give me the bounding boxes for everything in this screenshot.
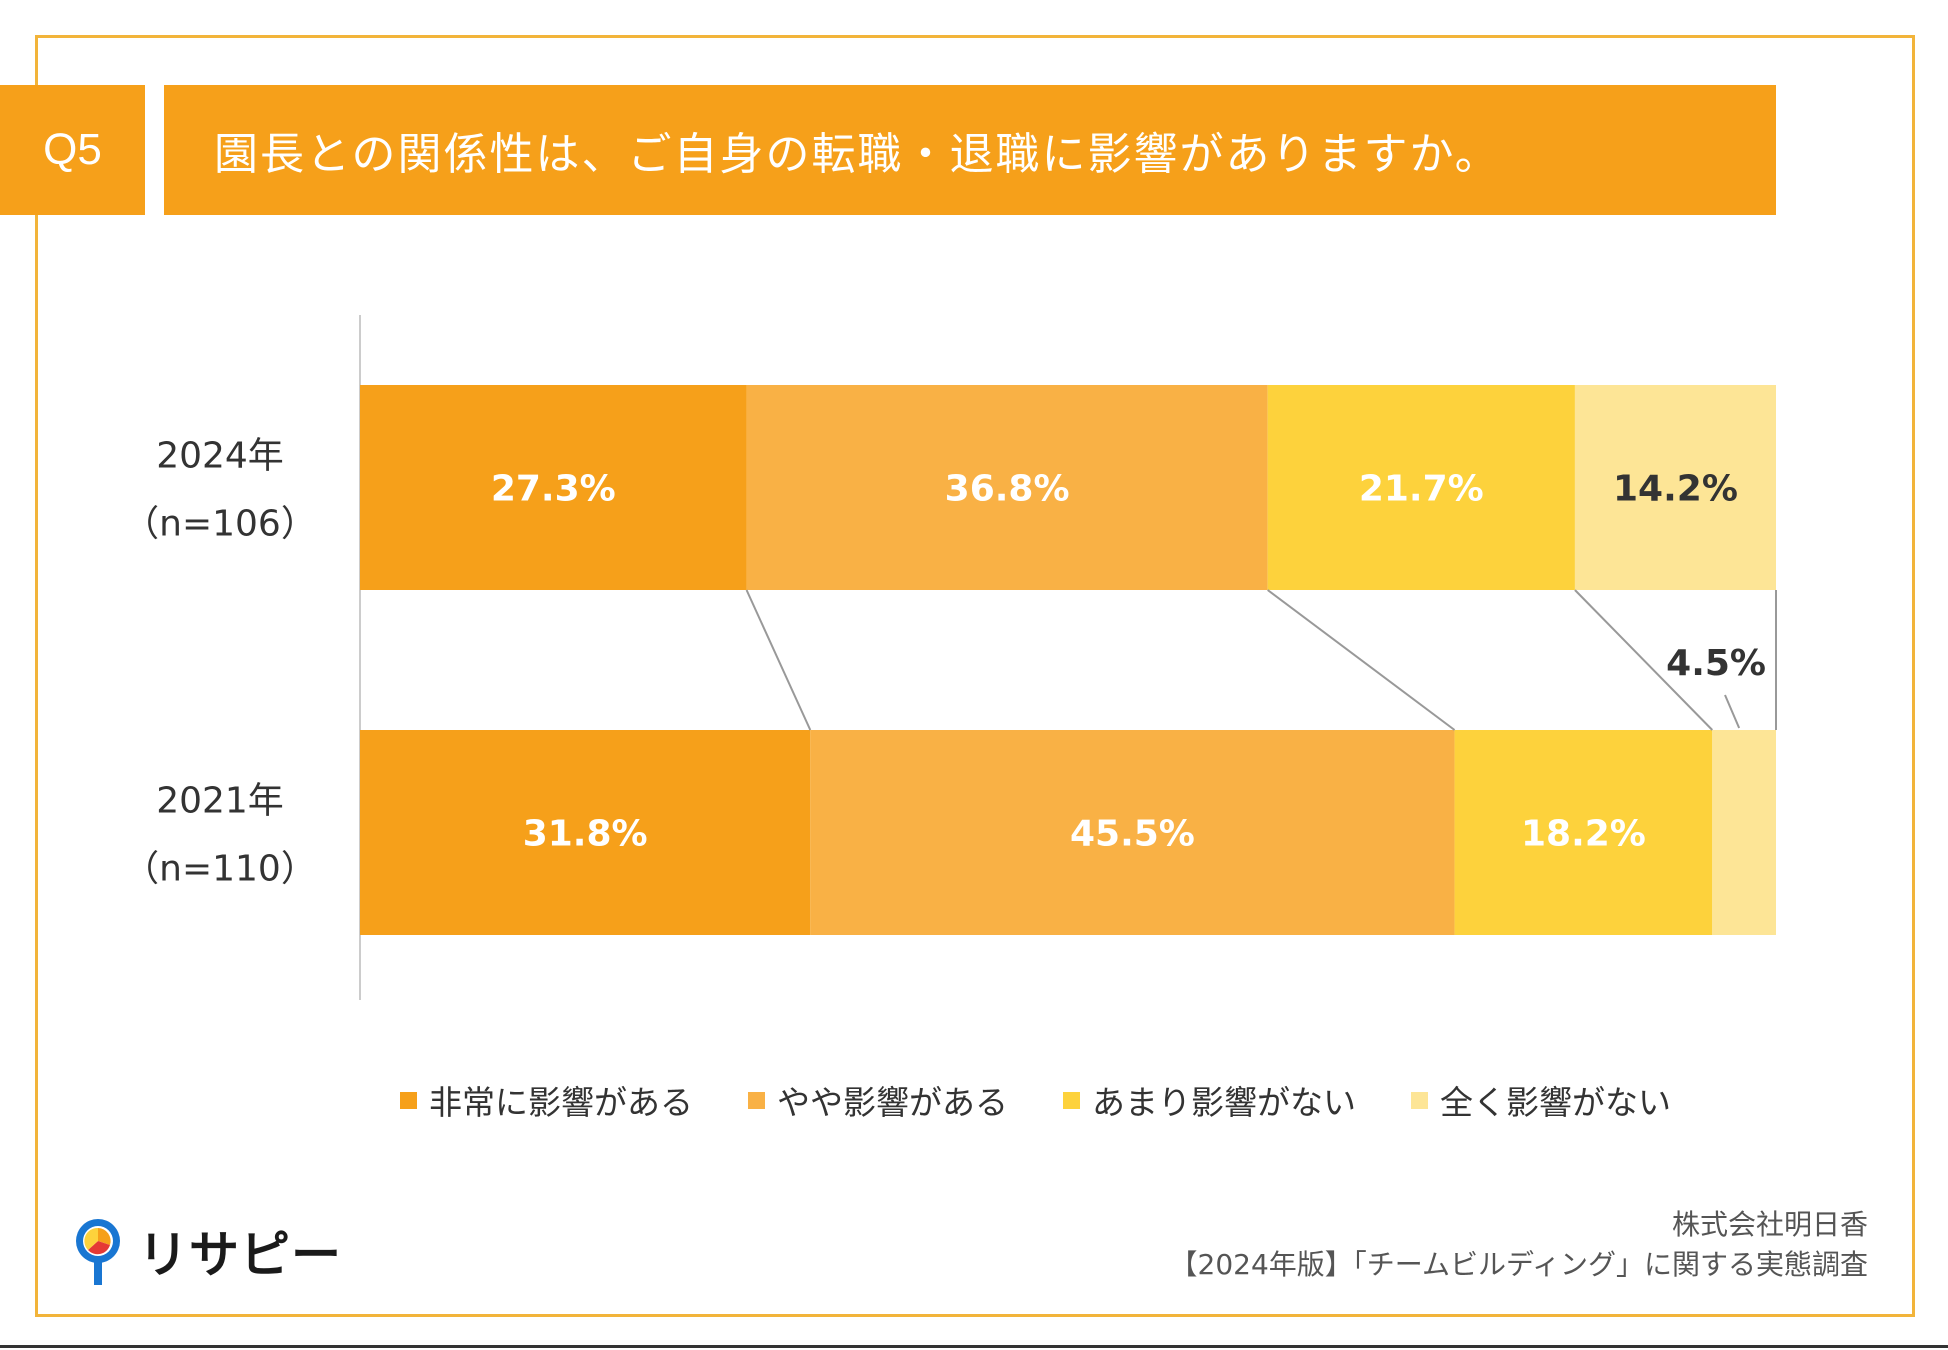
legend-item-3: あまり影響がない — [1063, 1076, 1356, 1124]
legend-swatch-3 — [1063, 1091, 1080, 1109]
legend: 非常に影響がある やや影響がある あまり影響がない 全く影響がない — [400, 1080, 1726, 1122]
value-label-1-4: 14.2% — [1613, 469, 1738, 510]
chart-title: 園長との関係性は、ご自身の転職・退職に影響がありますか。 — [164, 85, 1776, 215]
category-n-label-2: （n=110） — [123, 849, 317, 890]
category-label-2: 2021年 — [156, 781, 284, 822]
question-label: Q5 — [0, 85, 145, 215]
legend-swatch-2 — [748, 1091, 765, 1109]
bar-segment-1-3 — [1267, 385, 1575, 590]
report-title: 【2024年版】「チームビルディング」に関する実態調査 — [1169, 1248, 1868, 1281]
bottom-rule — [0, 1345, 1948, 1348]
value-label-2-1: 31.8% — [523, 814, 648, 855]
bar-segment-2-2 — [810, 730, 1455, 935]
legend-swatch-1 — [400, 1091, 417, 1109]
category-label-1: 2024年 — [156, 436, 284, 477]
legend-label-3: あまり影響がない — [1092, 1083, 1356, 1122]
value-label-2-2: 45.5% — [1070, 814, 1195, 855]
outer-frame — [35, 35, 1915, 1317]
value-label-1-3: 21.7% — [1359, 469, 1484, 510]
logo-text: リサピー — [138, 1226, 342, 1284]
callout-leader-2-4 — [1724, 694, 1741, 729]
connector-line-1 — [745, 589, 812, 731]
value-label-1-2: 36.8% — [945, 469, 1070, 510]
bar-segment-1-1 — [360, 385, 747, 590]
value-label-2-4: 4.5% — [1666, 643, 1766, 684]
pin-logo-icon — [76, 1219, 120, 1285]
bar-segment-1-4 — [1574, 385, 1776, 590]
value-label-1-1: 27.3% — [491, 469, 616, 510]
legend-label-1: 非常に影響がある — [429, 1083, 693, 1122]
legend-item-1: 非常に影響がある — [400, 1076, 693, 1124]
legend-item-4: 全く影響がない — [1411, 1076, 1671, 1124]
brand-logo: リサピー — [70, 1215, 342, 1287]
bar-segment-2-1 — [360, 730, 811, 935]
category-n-label-1: （n=106） — [123, 504, 317, 545]
bar-segment-2-3 — [1454, 730, 1713, 935]
connector-line-2 — [1267, 589, 1456, 731]
value-label-2-3: 18.2% — [1521, 814, 1646, 855]
legend-label-4: 全く影響がない — [1440, 1083, 1671, 1122]
source-note: 株式会社明日香 【2024年版】「チームビルディング」に関する実態調査 — [1170, 1205, 1868, 1285]
legend-label-2: やや影響がある — [777, 1083, 1008, 1122]
legend-swatch-4 — [1411, 1091, 1428, 1109]
bar-segment-1-2 — [746, 385, 1268, 590]
legend-item-2: やや影響がある — [748, 1076, 1008, 1124]
bar-segment-2-4 — [1712, 730, 1776, 935]
connector-line-3 — [1574, 589, 1713, 731]
company-name: 株式会社明日香 — [1671, 1208, 1868, 1241]
